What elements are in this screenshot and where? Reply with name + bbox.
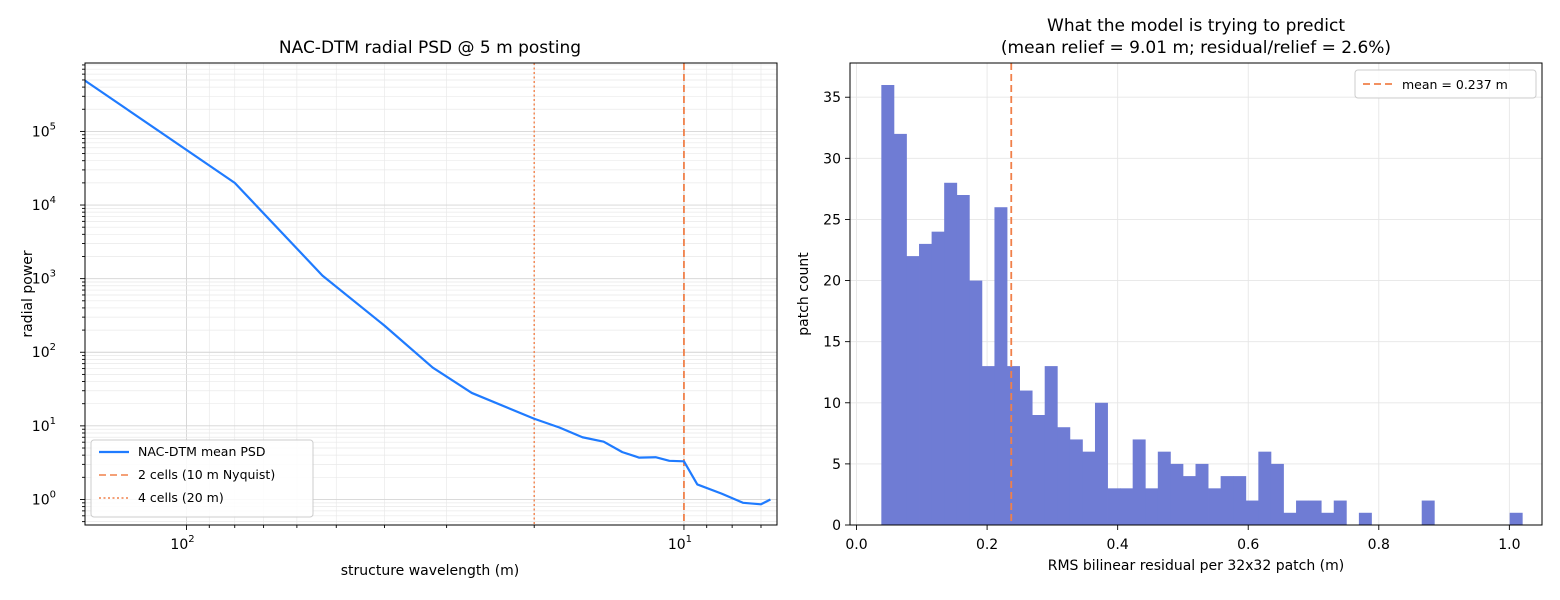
histogram-bar (1421, 500, 1435, 525)
x-tick-label: 0.6 (1237, 537, 1259, 553)
y-tick-label: 105 (32, 121, 56, 140)
histogram-bar (981, 366, 995, 525)
psd-chart-y-axis-label: radial power (20, 250, 36, 338)
legend-box (90, 439, 314, 518)
histogram-bar (956, 195, 970, 525)
histogram-bar (1358, 512, 1372, 525)
legend-label: 4 cells (20 m) (138, 490, 224, 505)
x-tick-label: 0.8 (1368, 537, 1390, 553)
histogram-bar (1233, 476, 1247, 525)
psd-chart-x-axis-label: structure wavelength (m) (341, 563, 520, 579)
histogram-bar (1107, 488, 1121, 525)
y-tick-label: 20 (823, 274, 841, 290)
y-tick-label: 15 (823, 335, 841, 351)
histogram-chart-y-axis-label: patch count (796, 252, 812, 336)
histogram-bar (931, 231, 945, 525)
histogram-chart-legend: mean = 0.237 m (1354, 69, 1537, 99)
y-tick-label: 103 (32, 269, 56, 288)
histogram-bar (1195, 463, 1209, 525)
psd-series-line (84, 79, 771, 506)
psd-chart-title: NAC-DTM radial PSD @ 5 m posting (279, 38, 581, 58)
psd-chart: NAC-DTM radial PSD @ 5 m posting 102 1011… (20, 38, 778, 579)
histogram-bar (1120, 488, 1134, 525)
histogram-chart-plot-frame (849, 62, 1543, 526)
psd-chart-plot-frame (84, 62, 778, 526)
histogram-bar (1145, 488, 1159, 525)
legend-label: NAC-DTM mean PSD (138, 444, 265, 459)
histogram-chart-ticks: 0.0 0.2 0.4 0.6 0.8 1.0 0 5 10 15 20 25 30 35 (823, 90, 1520, 553)
histogram-bar (1245, 500, 1259, 525)
y-tick-label: 35 (823, 90, 841, 106)
legend-label: 2 cells (10 m Nyquist) (138, 467, 275, 482)
histogram-chart-title: What the model is trying to predict (1047, 16, 1345, 36)
histogram-chart: What the model is trying to predict (mea… (796, 16, 1543, 574)
x-tick-label: 102 (170, 534, 194, 553)
histogram-bar (1258, 451, 1272, 525)
histogram-bar (944, 182, 958, 525)
x-tick-label: 0.4 (1107, 537, 1129, 553)
histogram-bar (1057, 427, 1071, 525)
histogram-bar (1308, 500, 1322, 525)
histogram-bar (1019, 390, 1033, 525)
histogram-bar (881, 85, 895, 525)
psd-chart-ticks: 102 101 100 101 102 103 104 105 (32, 64, 762, 553)
histogram-bar (1157, 451, 1171, 525)
y-tick-label: 30 (823, 151, 841, 167)
psd-chart-legend: NAC-DTM mean PSD 2 cells (10 m Nyquist) 4 … (90, 439, 314, 518)
histogram-bar (1220, 476, 1234, 525)
histogram-bar (893, 133, 907, 525)
histogram-bar (1208, 488, 1222, 525)
histogram-bar (1082, 451, 1096, 525)
legend-label: mean = 0.237 m (1402, 77, 1508, 92)
y-tick-label: 102 (32, 342, 56, 361)
y-tick-label: 5 (832, 457, 841, 473)
histogram-bar (1333, 500, 1347, 525)
x-tick-label: 101 (668, 534, 692, 553)
histogram-bar (1170, 463, 1184, 525)
x-tick-label: 0.2 (976, 537, 998, 553)
histogram-chart-subtitle: (mean relief = 9.01 m; residual/relief =… (1001, 38, 1391, 58)
x-tick-label: 1.0 (1498, 537, 1520, 553)
histogram-bar (1296, 500, 1310, 525)
histogram-bar (1094, 402, 1108, 525)
histogram-chart-bars (881, 85, 1523, 525)
histogram-bar (994, 207, 1008, 525)
histogram-bar (1069, 439, 1083, 525)
legend-box (1354, 69, 1537, 99)
histogram-bar (1270, 463, 1284, 525)
y-tick-label: 10 (823, 396, 841, 412)
histogram-bar (919, 243, 933, 525)
y-tick-label: 101 (32, 416, 56, 435)
y-tick-label: 104 (32, 195, 56, 214)
y-tick-label: 0 (832, 518, 841, 534)
psd-chart-series (84, 79, 771, 506)
y-tick-label: 25 (823, 212, 841, 228)
histogram-chart-x-axis-label: RMS bilinear residual per 32x32 patch (m… (1048, 558, 1345, 574)
histogram-bar (906, 256, 920, 525)
histogram-bar (1044, 366, 1058, 525)
x-tick-label: 0.0 (845, 537, 867, 553)
histogram-bar (1283, 512, 1297, 525)
histogram-bar (1007, 366, 1020, 525)
y-tick-label: 100 (32, 489, 56, 508)
histogram-bar (969, 280, 983, 525)
histogram-bar (1321, 512, 1335, 525)
histogram-bar (1182, 476, 1196, 525)
psd-chart-reference-lines (533, 63, 685, 525)
histogram-bar (1132, 439, 1146, 525)
histogram-bar (1509, 512, 1523, 525)
histogram-bar (1032, 415, 1046, 525)
